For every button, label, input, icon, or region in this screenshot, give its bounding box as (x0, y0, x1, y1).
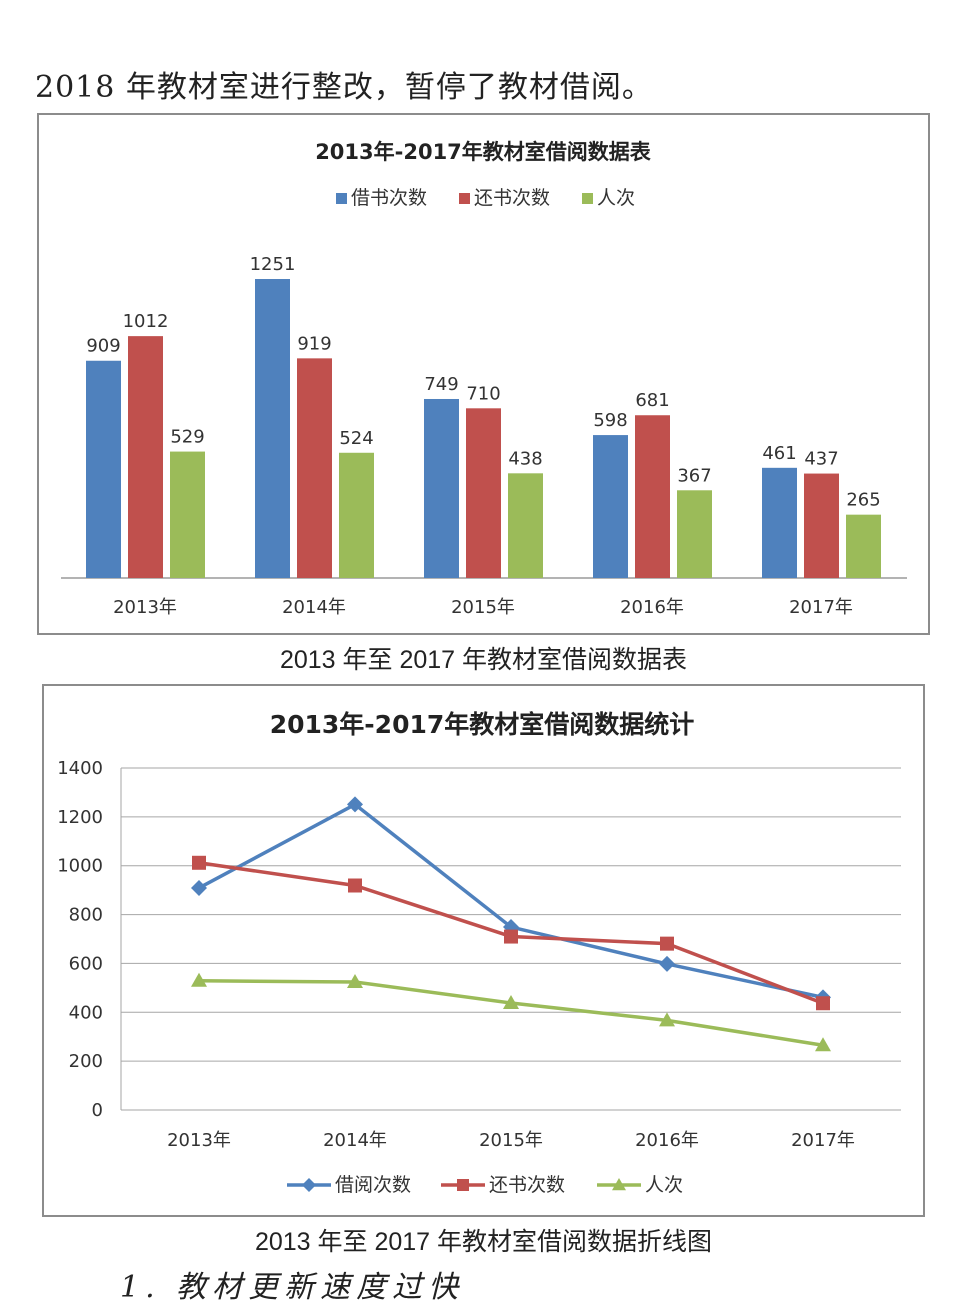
data-label-2014年-人次: 524 (339, 428, 373, 449)
bar-chart-title: 2013年-2017年教材室借阅数据表 (315, 140, 652, 164)
point-借阅次数-2015年 (503, 919, 519, 936)
data-label-2013年-还书次数: 1012 (123, 311, 169, 332)
point-还书次数-2015年 (504, 929, 518, 944)
bar-2017年-还书次数 (804, 473, 839, 578)
bar-2013年-还书次数 (128, 336, 163, 578)
x-tick-label-2014年: 2014年 (282, 597, 346, 618)
y-tick-label-600: 600 (69, 953, 103, 974)
point-人次-2015年 (503, 995, 519, 1010)
bar-2015年-人次 (508, 473, 543, 578)
x-tick-label-2017年: 2017年 (791, 1130, 855, 1151)
bar-2016年-人次 (677, 490, 712, 578)
y-tick-label-0: 0 (92, 1100, 103, 1121)
point-人次-2017年 (815, 1037, 831, 1052)
legend-label-1: 借书次数 (351, 187, 427, 209)
point-借阅次数-2013年 (191, 879, 207, 896)
x-tick-label-2017年: 2017年 (789, 597, 853, 618)
bar-2014年-人次 (339, 452, 374, 578)
data-label-2017年-人次: 265 (846, 490, 880, 511)
data-label-2016年-还书次数: 681 (635, 390, 669, 411)
data-label-2014年-还书次数: 919 (297, 333, 331, 354)
x-tick-label-2015年: 2015年 (451, 597, 515, 618)
legend-marker-2 (457, 1179, 469, 1191)
x-tick-label-2015年: 2015年 (479, 1130, 543, 1151)
y-tick-label-1200: 1200 (57, 807, 103, 828)
x-tick-label-2016年: 2016年 (620, 597, 684, 618)
line-chart-title: 2013年-2017年教材室借阅数据统计 (270, 710, 695, 739)
legend-label-3: 人次 (597, 187, 635, 209)
bar-2016年-借书次数 (593, 435, 628, 578)
point-还书次数-2014年 (348, 878, 362, 893)
data-label-2015年-人次: 438 (508, 448, 542, 469)
line-chart-svg: 2013年-2017年教材室借阅数据统计 0 200 400 600 800 1000 120… (57, 710, 901, 1196)
bar-2017年-人次 (846, 514, 881, 578)
bar-2013年-借书次数 (86, 360, 121, 578)
legend-marker-3 (612, 1178, 626, 1191)
legend-label-3: 人次 (645, 1174, 683, 1196)
x-tick-label-2014年: 2014年 (323, 1130, 387, 1151)
intro-text: 2018 年教材室进行整改，暂停了教材借阅。 (35, 70, 653, 105)
data-label-2016年-人次: 367 (677, 465, 711, 486)
point-还书次数-2016年 (660, 936, 674, 951)
legend-label-2: 还书次数 (474, 187, 550, 209)
legend-label-1: 借阅次数 (335, 1174, 411, 1196)
legend-swatch-1 (336, 193, 347, 204)
x-tick-label-2016年: 2016年 (635, 1130, 699, 1151)
point-人次-2016年 (659, 1012, 675, 1027)
data-label-2015年-还书次数: 710 (466, 383, 500, 404)
data-label-2016年-借书次数: 598 (593, 410, 627, 431)
data-label-2013年-人次: 529 (170, 427, 204, 448)
bar-2013年-人次 (170, 451, 205, 578)
data-label-2015年-借书次数: 749 (424, 374, 458, 395)
x-tick-label-2013年: 2013年 (167, 1130, 231, 1151)
y-tick-label-1400: 1400 (57, 758, 103, 779)
bar-2014年-借书次数 (255, 279, 290, 578)
bar-2015年-还书次数 (466, 408, 501, 578)
line-chart: 2013年-2017年教材室借阅数据统计 0 200 400 600 800 1000 120… (42, 684, 925, 1217)
bar-2017年-借书次数 (762, 467, 797, 578)
y-tick-label-400: 400 (69, 1002, 103, 1023)
x-tick-label-2013年: 2013年 (113, 597, 177, 618)
bar-2014年-还书次数 (297, 358, 332, 578)
data-label-2014年-借书次数: 1251 (250, 254, 296, 275)
bar-chart: 2013年-2017年教材室借阅数据表借书次数 还书次数 人次 909 1012 529 2… (37, 113, 930, 635)
bar-2015年-借书次数 (424, 398, 459, 578)
legend-swatch-2 (459, 193, 470, 204)
data-label-2013年-借书次数: 909 (86, 336, 120, 357)
series-line-人次 (198, 979, 824, 1047)
point-还书次数-2017年 (816, 996, 830, 1011)
legend-marker-1 (302, 1178, 316, 1192)
point-还书次数-2013年 (192, 855, 206, 870)
data-label-2017年-还书次数: 437 (804, 449, 838, 470)
legend-label-2: 还书次数 (489, 1174, 565, 1196)
point-借阅次数-2014年 (347, 796, 363, 813)
bar-2016年-还书次数 (635, 415, 670, 578)
y-tick-label-200: 200 (69, 1051, 103, 1072)
point-人次-2014年 (347, 973, 363, 988)
data-label-2017年-借书次数: 461 (762, 443, 796, 464)
legend-swatch-3 (582, 193, 593, 204)
y-tick-label-1000: 1000 (57, 856, 103, 877)
section-heading: 1. 教材更新速度过快 (120, 1270, 465, 1305)
line-chart-caption: 2013 年至 2017 年教材室借阅数据折线图 (254, 1228, 713, 1256)
point-人次-2013年 (191, 972, 207, 987)
bar-chart-caption: 2013 年至 2017 年教材室借阅数据表 (279, 646, 688, 674)
y-tick-label-800: 800 (69, 905, 103, 926)
point-借阅次数-2016年 (659, 955, 675, 972)
